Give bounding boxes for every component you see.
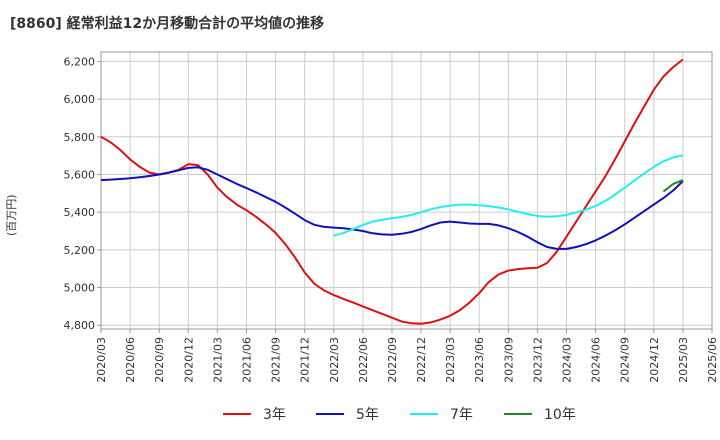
x-tick-label: 2025/06 [706,337,719,383]
legend: 3年 5年 7年 10年 [223,407,576,423]
y-axis-ticks: 4,800 5,000 5,200 5,400 5,600 5,800 6,000 6,200 [64,55,101,332]
x-tick-label: 2020/09 [153,337,166,383]
y-tick-label: 5,400 [64,206,96,219]
x-tick-label: 2025/03 [677,337,690,383]
series-line [662,179,684,193]
x-tick-label: 2023/06 [473,337,486,383]
x-tick-label: 2020/06 [124,337,137,383]
x-tick-label: 2020/12 [182,337,195,383]
x-tick-label: 2024/12 [648,337,661,383]
legend-label: 7年 [450,407,473,423]
y-tick-label: 6,000 [64,93,96,106]
x-tick-label: 2021/06 [240,337,253,383]
x-tick-label: 2022/03 [328,337,341,383]
grid-lines [100,52,713,329]
legend-label: 10年 [544,407,576,423]
x-tick-label: 2022/12 [415,337,428,383]
chart-title: [8860] 経常利益12か月移動合計の平均値の推移 [10,16,325,32]
x-tick-label: 2022/09 [386,337,399,383]
legend-label: 5年 [356,407,379,423]
x-tick-label: 2023/03 [444,337,457,383]
x-tick-label: 2024/09 [619,337,632,383]
x-tick-label: 2023/12 [531,337,544,383]
y-tick-label: 5,600 [64,168,96,181]
y-tick-label: 5,200 [64,244,96,257]
x-tick-label: 2021/12 [299,337,312,383]
x-axis-ticks: 2020/03 2020/06 2020/09 2020/12 2021/03 2021/… [95,329,719,383]
x-tick-label: 2023/09 [502,337,515,383]
x-tick-label: 2022/06 [357,337,370,383]
x-tick-label: 2021/09 [270,337,283,383]
series-line [100,58,684,325]
y-tick-label: 5,800 [64,131,96,144]
plot-area [100,51,713,330]
x-tick-label: 2024/06 [590,337,603,383]
legend-label: 3年 [263,407,286,423]
y-tick-label: 6,200 [64,55,96,68]
x-tick-label: 2021/03 [211,337,224,383]
y-tick-label: 5,000 [64,282,96,295]
series-line [333,154,684,237]
series-lines [100,58,684,325]
x-tick-label: 2024/03 [561,337,574,383]
series-line [100,166,684,250]
y-tick-label: 4,800 [64,319,96,332]
x-tick-label: 2020/03 [95,337,108,383]
